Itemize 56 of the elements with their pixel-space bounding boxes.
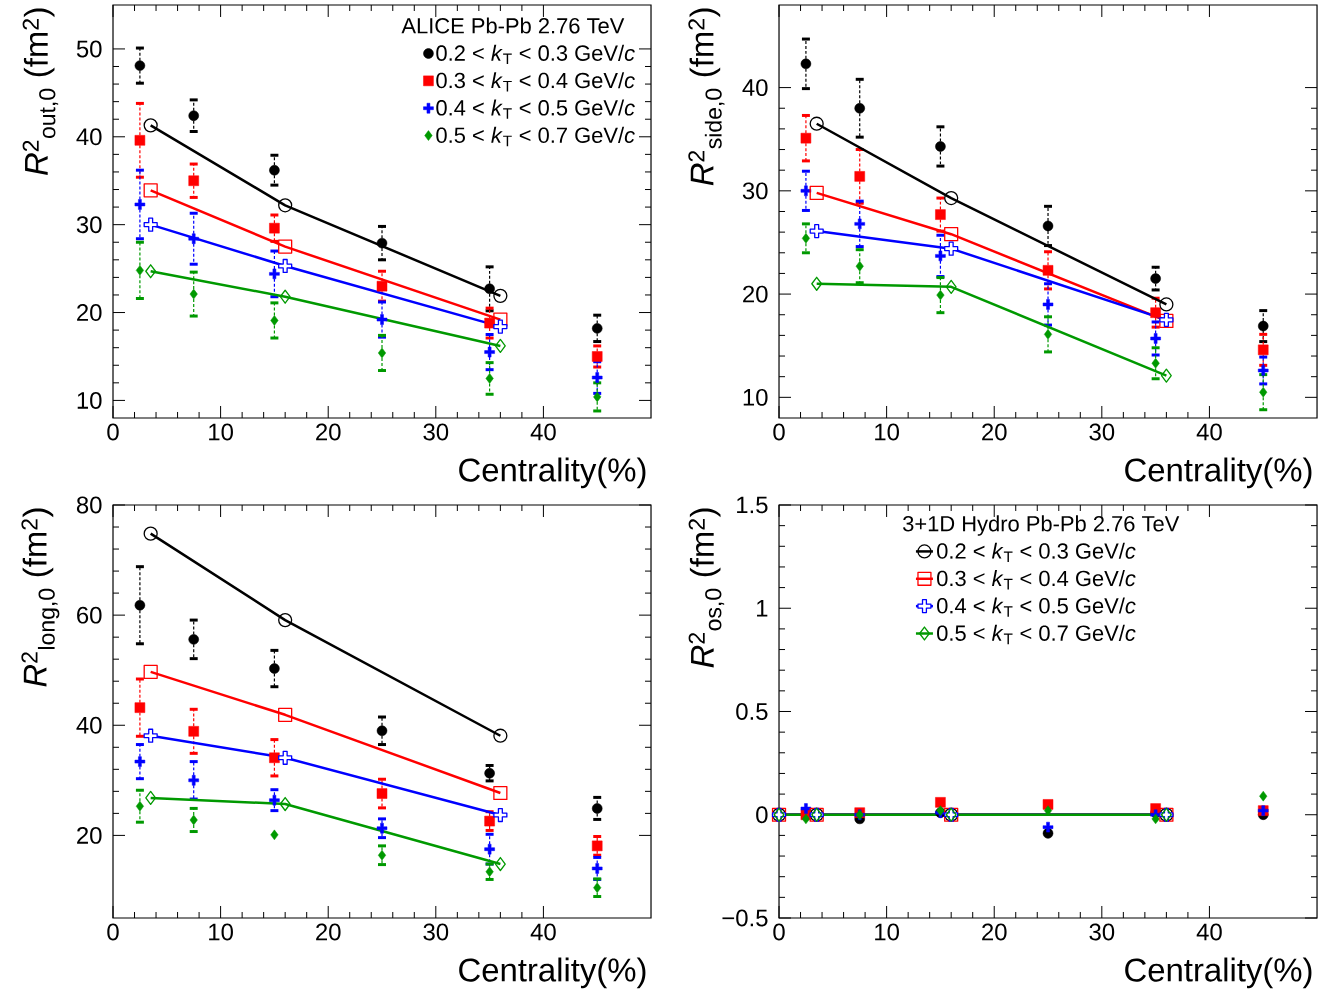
x-tick-label: 40 <box>1196 923 1222 941</box>
y-tick-label: 1.5 <box>737 496 768 514</box>
x-tick-label: 30 <box>1089 923 1115 941</box>
x-tick-label: 10 <box>209 923 233 941</box>
x-axis-title: Centrality(%) <box>459 957 646 989</box>
x-tick-label: 0 <box>773 423 785 441</box>
y-tick-label: 0 <box>756 806 768 824</box>
legend-label: 0.5 < k$_{T}$ < 0.7 GeV/c <box>937 624 1136 645</box>
x-tick-label: 30 <box>1089 423 1115 441</box>
x-tick-label: 20 <box>316 423 341 441</box>
y-axis-title: R$^{2}$$_{os,0}$ (fm$^{2}$) <box>688 508 725 668</box>
x-tick-label: 40 <box>1196 423 1222 441</box>
y-tick-label: 20 <box>77 304 102 322</box>
x-tick-label: 10 <box>875 923 899 941</box>
x-tick-label: 10 <box>209 423 233 441</box>
x-tick-label: 0 <box>107 923 119 941</box>
y-tick-label: 20 <box>77 826 102 844</box>
x-tick-label: 0 <box>107 423 119 441</box>
x-tick-label: 30 <box>423 923 449 941</box>
y-tick-label: 10 <box>77 391 102 409</box>
legend-label: 0.4 < k$_{T}$ < 0.5 GeV/c <box>937 597 1136 617</box>
y-tick-label: 30 <box>76 216 102 234</box>
legend-title: ALICE Pb-Pb 2.76 TeV <box>401 17 625 34</box>
x-tick-label: 0 <box>773 923 785 941</box>
legend-label: 0.3 < k$_{T}$ < 0.4 GeV/c <box>436 72 635 92</box>
x-axis-title: Centrality(%) <box>1125 957 1312 989</box>
y-tick-label: 10 <box>743 388 768 406</box>
y-tick-label: 40 <box>76 128 102 146</box>
legend-label: 0.2 < k$_{T}$ < 0.3 GeV/c <box>937 542 1136 563</box>
y-axis-title: R$^{2}$$_{out,0}$ (fm$^{2}$) <box>22 8 59 176</box>
y-tick-label: 0.5 <box>736 703 768 720</box>
x-tick-label: 20 <box>982 923 1007 941</box>
y-tick-label: 60 <box>77 606 102 624</box>
x-tick-label: 40 <box>530 923 556 941</box>
y-tick-label: 1 <box>757 600 768 617</box>
x-tick-label: 30 <box>423 423 449 441</box>
x-tick-label: 20 <box>982 423 1007 441</box>
y-tick-label: 50 <box>76 40 102 58</box>
y-tick-label: 40 <box>76 716 102 734</box>
legend-label: 0.4 < k$_{T}$ < 0.5 GeV/c <box>436 99 635 119</box>
x-tick-label: 10 <box>875 423 899 441</box>
legend-title: 3+1D Hydro Pb-Pb 2.76 TeV <box>903 515 1180 536</box>
y-tick-label: 20 <box>743 285 768 303</box>
y-tick-label: −0.5 <box>722 909 768 927</box>
legend-label: 0.2 < k$_{T}$ < 0.3 GeV/c <box>436 44 635 65</box>
x-axis-title: Centrality(%) <box>1125 457 1312 489</box>
y-tick-label: 80 <box>76 496 102 514</box>
y-tick-label: 40 <box>742 79 768 97</box>
x-axis-title: Centrality(%) <box>459 457 646 489</box>
legend-label: 0.3 < k$_{T}$ < 0.4 GeV/c <box>937 570 1136 590</box>
y-axis-title: R$^{2}$$_{long,0}$ (fm$^{2}$) <box>21 508 60 687</box>
x-tick-label: 20 <box>316 923 341 941</box>
y-tick-label: 30 <box>742 182 768 200</box>
legend-label: 0.5 < k$_{T}$ < 0.7 GeV/c <box>436 126 635 147</box>
y-axis-title: R$^{2}$$_{side,0}$ (fm$^{2}$) <box>688 8 725 186</box>
x-tick-label: 40 <box>530 423 556 441</box>
